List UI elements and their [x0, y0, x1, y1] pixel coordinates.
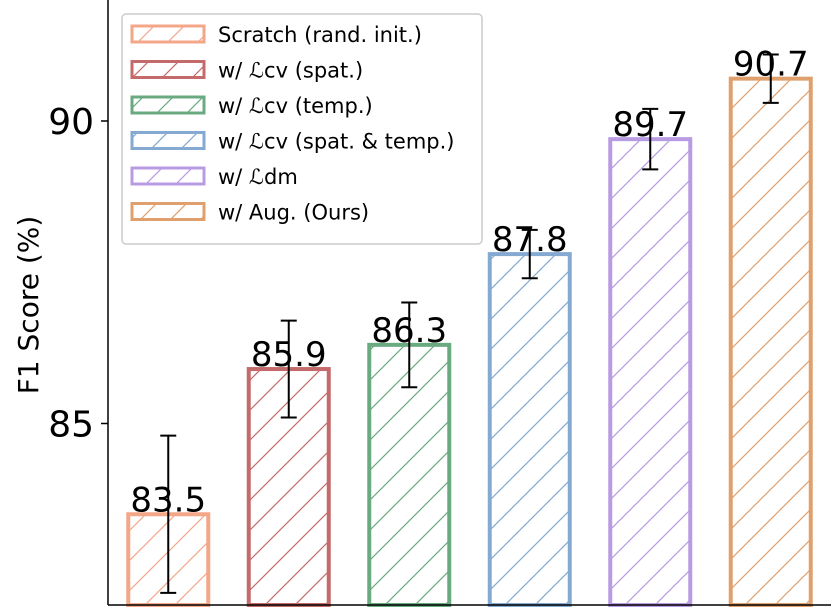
error-bar: [642, 107, 659, 171]
legend-swatch: [130, 24, 206, 44]
value-label: 86.3: [371, 311, 447, 351]
legend-swatch: [130, 166, 206, 186]
legend-label: w/ Aug. (Ours): [218, 201, 369, 225]
error-bar: [762, 53, 779, 104]
legend-label: w/ ℒcv (spat.): [218, 59, 363, 83]
y-axis-label: F1 Score (%): [12, 216, 45, 395]
legend-label: w/ ℒdm: [218, 165, 298, 189]
y-tick-label: 90: [48, 102, 94, 143]
bar: [487, 252, 572, 607]
legend-swatch: [130, 95, 206, 115]
bar: [367, 342, 452, 607]
error-bar: [521, 228, 538, 280]
value-label: 85.9: [251, 335, 327, 375]
y-tick-label: 85: [48, 405, 94, 446]
error-bar: [401, 301, 418, 389]
legend-label: Scratch (rand. init.): [218, 23, 422, 47]
value-label: 90.7: [733, 45, 809, 85]
legend-swatch: [130, 202, 206, 221]
value-label: 87.8: [492, 220, 568, 260]
legend-swatch: [130, 131, 206, 150]
legend-box: [121, 13, 483, 245]
bar: [608, 137, 693, 607]
value-label: 83.5: [130, 480, 206, 520]
value-label: 89.7: [612, 105, 688, 145]
legend-label: w/ ℒcv (spat. & temp.): [218, 130, 454, 154]
legend-label: w/ ℒcv (temp.): [218, 94, 373, 118]
error-bar: [280, 319, 297, 419]
bar: [728, 76, 813, 607]
legend-swatch: [130, 60, 206, 79]
error-bar: [160, 434, 177, 594]
